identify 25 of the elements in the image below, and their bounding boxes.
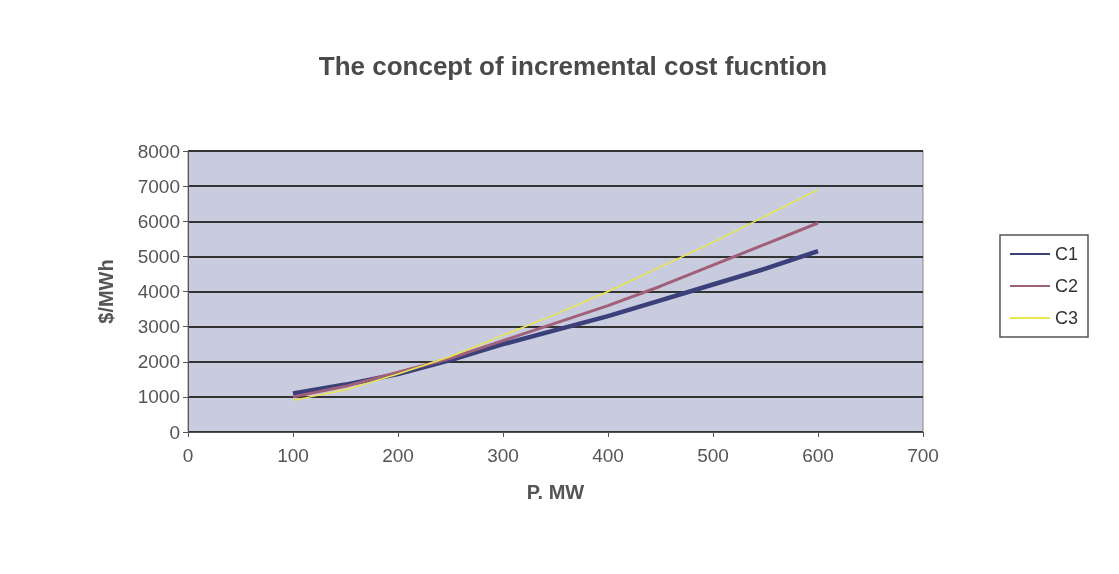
x-tick-label: 100 — [277, 445, 309, 466]
y-tick-label: 6000 — [137, 210, 180, 232]
y-tick-label: 0 — [169, 421, 180, 443]
chart-title: The concept of incremental cost fucntion — [318, 51, 828, 81]
y-tick-label: 7000 — [137, 175, 180, 197]
x-tick-label: 200 — [382, 445, 414, 466]
x-tick-label: 600 — [802, 445, 834, 466]
x-tick-label: 0 — [182, 445, 194, 466]
y-axis-title: $/MWh — [95, 259, 117, 324]
line-series — [292, 188, 819, 402]
x-axis-title: P. MW — [526, 481, 585, 503]
y-tick-label: 1000 — [137, 386, 180, 408]
x-tick-label: 300 — [487, 445, 519, 466]
x-tick-label: 500 — [697, 445, 729, 466]
legend-label: C2 — [1054, 276, 1079, 296]
y-tick-label: 4000 — [137, 281, 180, 302]
y-tick-label: 8000 — [137, 140, 180, 162]
x-tick-label: 400 — [592, 445, 624, 466]
y-tick-label: 5000 — [137, 245, 180, 267]
line-series — [291, 221, 820, 399]
y-tick-label: 3000 — [137, 316, 180, 338]
legend-label: C1 — [1054, 244, 1079, 264]
y-tick-label: 2000 — [137, 351, 180, 373]
legend-label: C3 — [1054, 308, 1079, 328]
x-tick-label: 700 — [907, 445, 939, 466]
